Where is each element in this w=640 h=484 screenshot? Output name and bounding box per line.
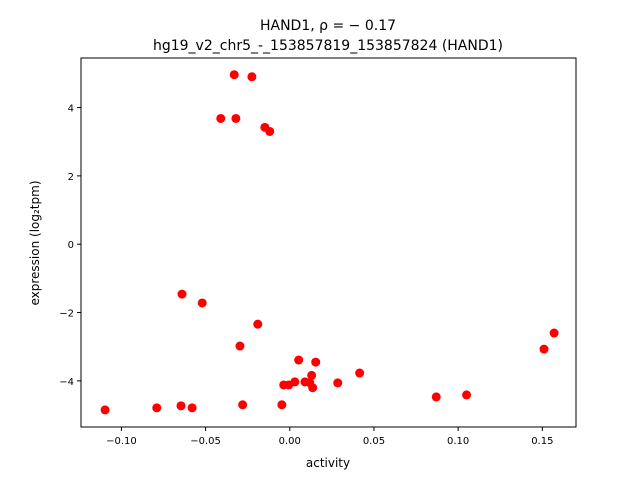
x-tick-label: 0.10 — [447, 436, 469, 447]
data-point — [333, 378, 343, 388]
y-tick-label: 2 — [68, 172, 74, 183]
data-point — [355, 368, 365, 378]
data-point — [549, 328, 559, 338]
y-axis-label: expression (log₂tpm) — [28, 180, 42, 305]
data-point — [539, 344, 549, 354]
data-point — [277, 400, 287, 410]
y-tick-label: 0 — [68, 240, 74, 251]
data-point — [238, 400, 248, 410]
data-point — [247, 72, 257, 82]
data-point — [235, 341, 245, 351]
chart-title-line2: hg19_v2_chr5_-_153857819_153857824 (HAND… — [153, 38, 503, 54]
data-point — [176, 401, 186, 411]
x-tick-label: 0.15 — [531, 436, 553, 447]
data-point — [431, 392, 441, 402]
x-tick-label: −0.10 — [106, 436, 137, 447]
data-point — [311, 357, 321, 367]
x-tick-label: 0.05 — [363, 436, 385, 447]
data-point — [253, 319, 263, 329]
data-point — [284, 380, 294, 390]
data-point — [100, 405, 110, 415]
x-axis-label: activity — [306, 456, 350, 470]
chart-title-line1: HAND1, ρ = − 0.17 — [260, 18, 396, 34]
data-point — [308, 383, 318, 393]
data-point — [307, 370, 317, 380]
data-point — [265, 126, 275, 136]
data-point — [231, 113, 241, 123]
data-point — [152, 403, 162, 413]
data-point — [216, 113, 226, 123]
data-point — [187, 403, 197, 413]
data-point — [177, 289, 187, 299]
data-point — [197, 298, 207, 308]
y-tick-label: −2 — [59, 309, 74, 320]
x-tick-label: −0.05 — [190, 436, 221, 447]
data-point — [229, 70, 239, 80]
data-point — [294, 355, 304, 365]
x-tick-label: 0.00 — [279, 436, 301, 447]
y-tick-label: 4 — [68, 104, 74, 115]
axes-frame — [80, 57, 577, 428]
y-tick-label: −4 — [59, 377, 74, 388]
data-point — [462, 390, 472, 400]
